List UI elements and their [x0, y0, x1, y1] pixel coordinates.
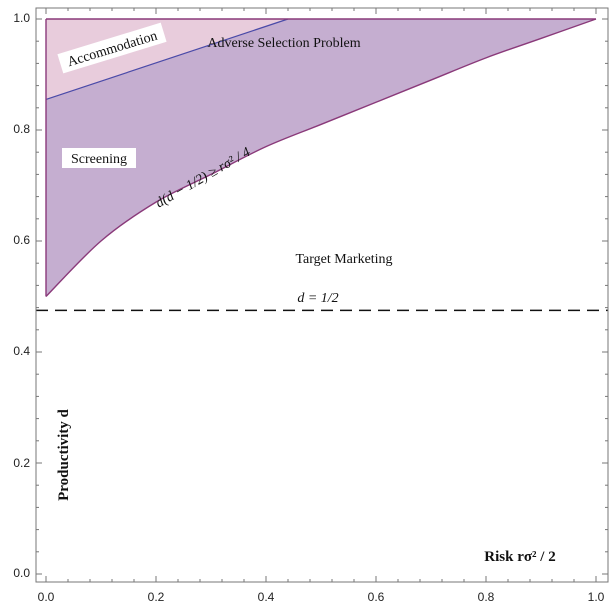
x-tick-label: 1.0 — [588, 590, 605, 604]
x-tick-labels: 0.0 0.2 0.4 0.6 0.8 1.0 — [38, 590, 605, 604]
x-tick-label: 0.6 — [368, 590, 385, 604]
y-axis-title: Productivity d — [56, 408, 72, 500]
y-tick-label: 0.2 — [13, 456, 30, 470]
plot-frame — [35, 7, 609, 583]
screening-label-bg — [62, 148, 136, 168]
threshold-line-label: d = 1/2 — [297, 291, 338, 306]
y-tick-label: 0.8 — [13, 122, 30, 136]
y-tick-labels: 0.0 0.2 0.4 0.6 0.8 1.0 — [13, 11, 30, 580]
y-tick-label: 0.0 — [13, 566, 30, 580]
axis-ticks — [36, 8, 608, 582]
x-tick-label: 0.4 — [258, 590, 275, 604]
adverse-selection-label: Adverse Selection Problem — [207, 36, 360, 51]
target-marketing-label: Target Marketing — [295, 252, 392, 267]
accommodation-label-bg — [57, 22, 167, 74]
screening-label: Screening — [71, 152, 127, 167]
x-tick-label: 0.8 — [478, 590, 495, 604]
x-tick-label: 0.2 — [148, 590, 165, 604]
x-axis-title: Risk rσ² / 2 — [484, 549, 555, 565]
y-tick-label: 0.6 — [13, 233, 30, 247]
y-tick-label: 0.4 — [13, 344, 30, 358]
y-tick-label: 1.0 — [13, 11, 30, 25]
x-tick-label: 0.0 — [38, 590, 55, 604]
screening-boundary-curve — [45, 18, 597, 297]
accommodation-boundary-line — [45, 18, 289, 101]
shaded-region-screening-adverse-selection — [46, 19, 596, 297]
